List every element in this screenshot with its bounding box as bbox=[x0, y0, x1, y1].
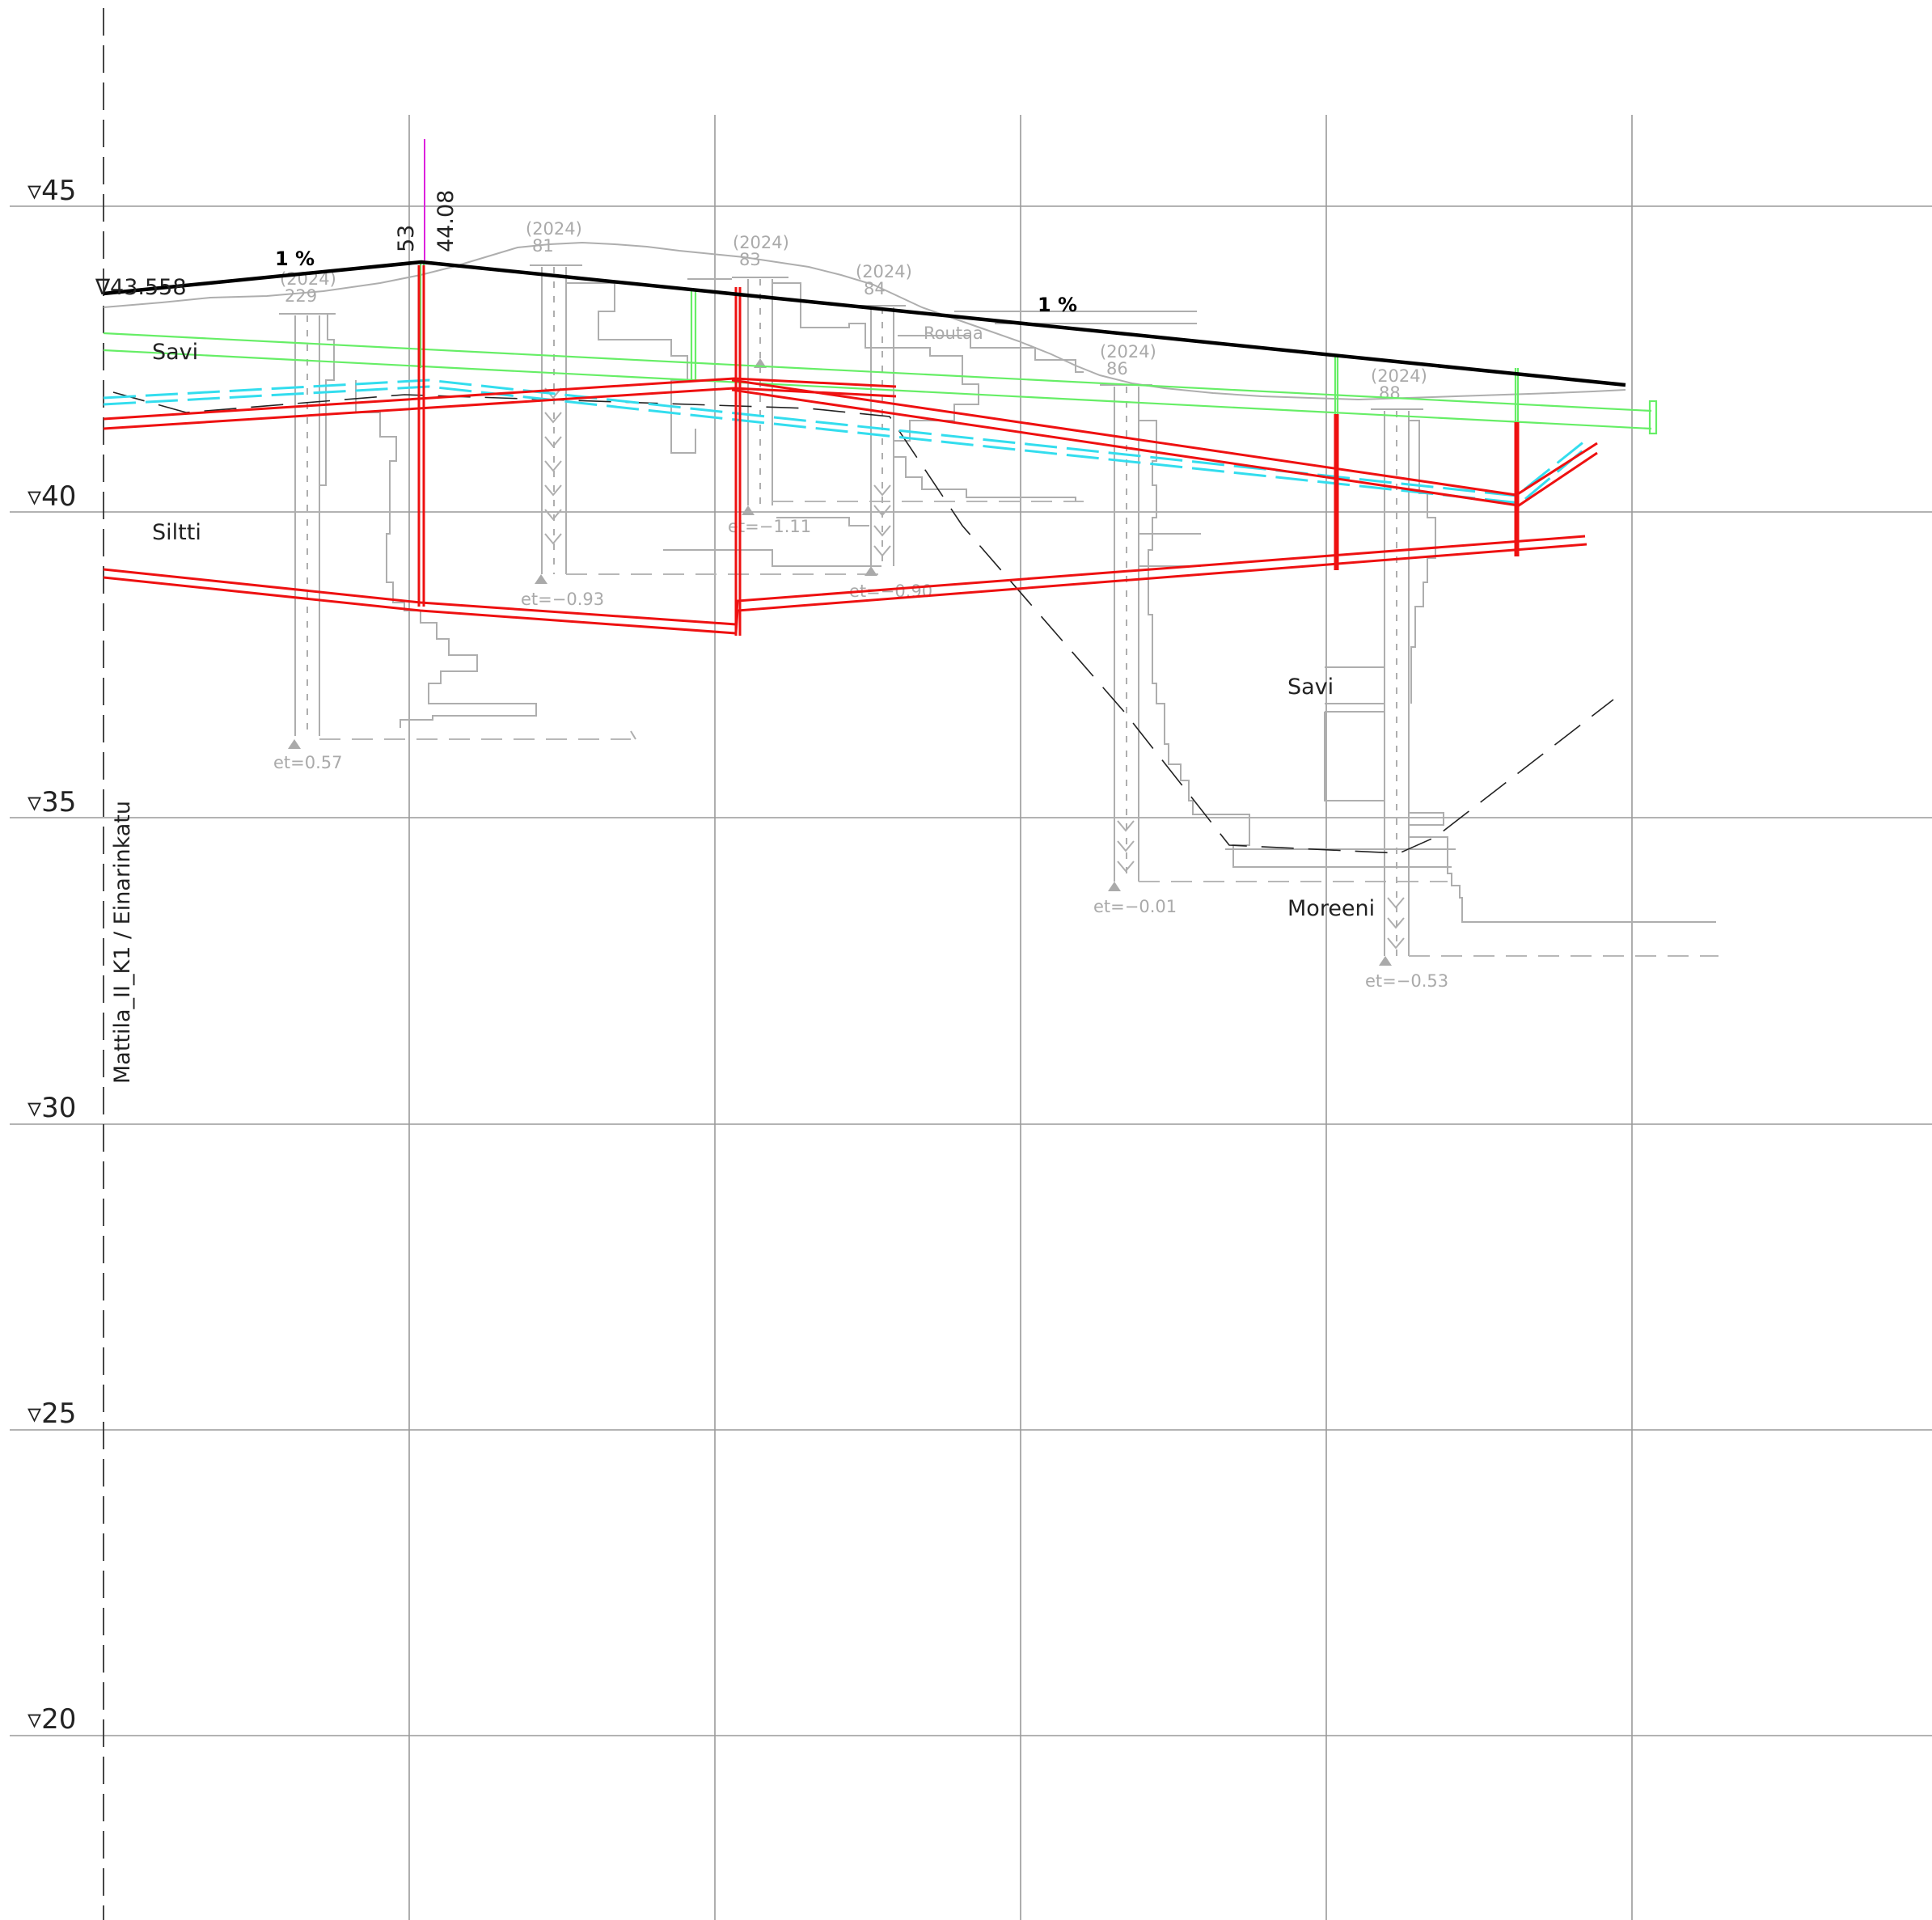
borehole-88-year: (2024) bbox=[1371, 366, 1427, 386]
borehole-86-et: et=−0.01 bbox=[1093, 897, 1177, 916]
level-label-45: ▿45 bbox=[27, 175, 76, 207]
slope-label-left: 1 % bbox=[275, 247, 315, 270]
borehole-229-id: 229 bbox=[285, 286, 317, 306]
borehole-81-et: et=−0.93 bbox=[521, 590, 604, 609]
borehole-86-id: 86 bbox=[1106, 359, 1128, 379]
borehole-86 bbox=[1100, 384, 1448, 891]
design-grade-line bbox=[103, 260, 1626, 387]
borehole-84-year: (2024) bbox=[856, 262, 912, 281]
level-label-30: ▿30 bbox=[27, 1092, 76, 1124]
borehole-81 bbox=[530, 264, 881, 584]
sounding-profiles bbox=[355, 278, 1716, 923]
level-label-25: ▿25 bbox=[27, 1398, 76, 1430]
soil-label-moreeni: Moreeni bbox=[1287, 896, 1375, 921]
soil-label-savi-top: Savi bbox=[152, 340, 198, 365]
level-label-20: ▿20 bbox=[27, 1703, 76, 1736]
borehole-88-et: et=−0.53 bbox=[1365, 971, 1448, 991]
grid bbox=[10, 8, 1932, 1920]
cyan-pipe-lines bbox=[103, 379, 1587, 505]
borehole-88-id: 88 bbox=[1379, 383, 1401, 403]
borehole-84-id: 84 bbox=[864, 279, 886, 298]
borehole-229-et: et=0.57 bbox=[273, 753, 343, 772]
soil-label-siltti: Siltti bbox=[152, 520, 201, 545]
red-pipe-lines bbox=[103, 265, 1598, 636]
borehole-81-year: (2024) bbox=[526, 219, 582, 239]
borehole-81-id: 81 bbox=[532, 236, 554, 256]
slope-label-right: 1 % bbox=[1038, 294, 1077, 316]
level-label-40: ▿40 bbox=[27, 480, 76, 513]
level-label-35: ▿35 bbox=[27, 786, 76, 818]
borehole-83-year: (2024) bbox=[733, 233, 789, 252]
soil-label-savi-right: Savi bbox=[1287, 675, 1334, 700]
soil-label-routaa: Routaa bbox=[924, 324, 983, 343]
breakpoint-level-label: 44.08 bbox=[433, 190, 459, 252]
borehole-83-id: 83 bbox=[739, 250, 761, 269]
borehole-86-year: (2024) bbox=[1100, 342, 1156, 362]
start-level-label: ∇43.558 bbox=[95, 275, 187, 300]
breakpoint-point-label: 53 bbox=[394, 225, 419, 252]
ground-surface-line bbox=[103, 241, 1626, 401]
borehole-83-et: et=−1.11 bbox=[728, 517, 811, 536]
soil-boundary-dashed bbox=[112, 391, 1614, 854]
section-label: Mattila_II_K1 / Einarinkatu bbox=[110, 801, 135, 1084]
borehole-229 bbox=[279, 313, 636, 749]
